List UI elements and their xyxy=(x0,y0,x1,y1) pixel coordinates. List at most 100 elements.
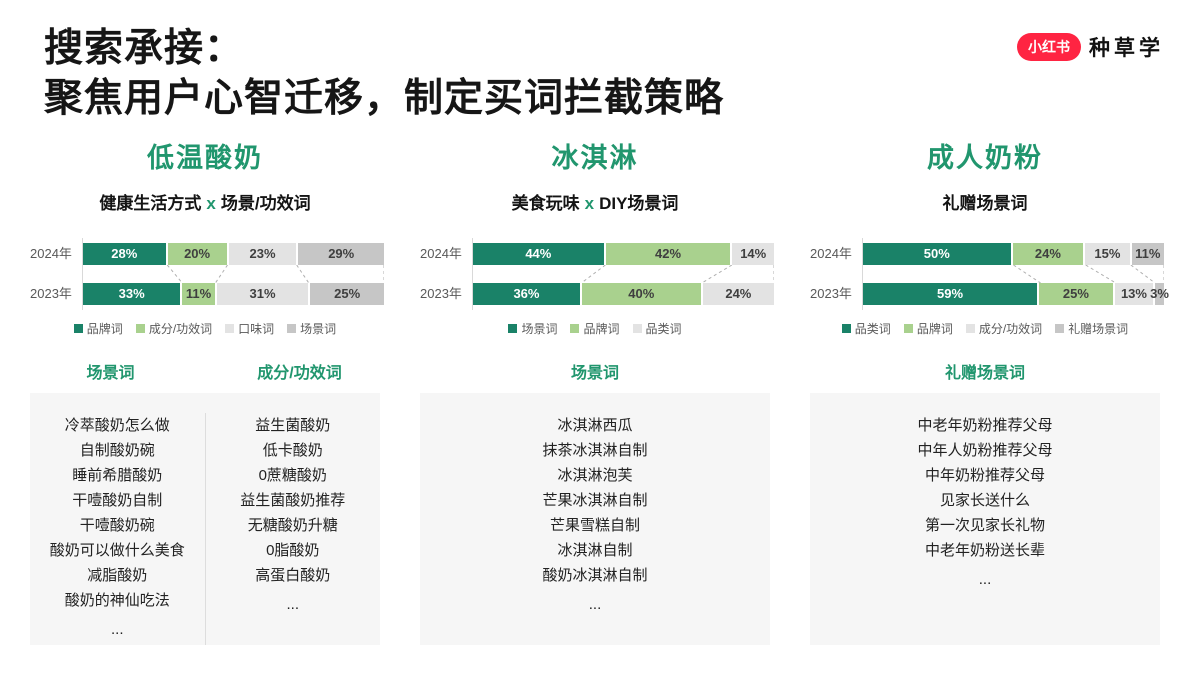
keyword-item: 冰淇淋自制 xyxy=(557,541,633,559)
legend-item: 品牌词 xyxy=(570,320,620,337)
legend-label: 品牌词 xyxy=(916,321,953,336)
keyword-ellipsis: ... xyxy=(286,595,299,613)
keyword-list-box: 冷萃酸奶怎么做 自制酸奶碗 睡前希腊酸奶 干噎酸奶自制 干噎酸奶碗 酸奶可以做什么美食 减脂… xyxy=(30,392,381,645)
keyword-item: 芒果冰淇淋自制 xyxy=(542,491,648,509)
year-label: 2023年 xyxy=(30,285,72,301)
legend-item: 礼赠场景词 xyxy=(1055,320,1128,337)
legend-label: 场景词 xyxy=(300,321,337,336)
legend-label: 品牌词 xyxy=(86,321,123,336)
keyword-item: 芒果雪糕自制 xyxy=(549,516,640,534)
keyword-item: 0脂酸奶 xyxy=(266,541,320,559)
bar-row: 59% 25% 13% 3% xyxy=(863,282,1169,305)
keyword-item: 酸奶可以做什么美食 xyxy=(49,541,185,559)
chart-legend: 品类词 品牌词 成分/功效词 礼赠场景词 xyxy=(796,320,1174,337)
chart-legend: 品牌词 成分/功效词 口味词 场景词 xyxy=(16,320,394,337)
chart-year-labels: 2024年 2023年 xyxy=(420,238,472,310)
legend-marker xyxy=(73,323,83,333)
keyword-item: 中老年奶粉送长辈 xyxy=(924,541,1045,559)
year-label: 2023年 xyxy=(810,285,852,301)
slide-title-line2: 聚焦用户心智迁移，制定买词拦截策略 xyxy=(44,76,725,120)
connector-lines xyxy=(863,264,1164,283)
legend-marker xyxy=(903,323,913,333)
keyword-item: 干噎酸奶碗 xyxy=(79,516,155,534)
legend-item: 品类词 xyxy=(632,320,682,337)
bar-segment: 36% xyxy=(473,282,580,305)
stacked-bar-chart: 2024年 2023年 44% 42% 14% 36% 40% 24% xyxy=(406,237,784,310)
legend-marker xyxy=(135,323,145,333)
bar-row: 36% 40% 24% xyxy=(473,282,774,305)
keyword-item: 冰淇淋西瓜 xyxy=(557,416,633,434)
legend-item: 口味词 xyxy=(225,320,274,337)
bar-segment: 3% xyxy=(1150,282,1169,305)
keyword-ellipsis: ... xyxy=(588,595,602,613)
slide-header: 搜索承接： 聚焦用户心智迁移，制定买词拦截策略 小红书 种草学 xyxy=(0,0,1200,124)
legend-label: 成分/功效词 xyxy=(148,321,213,336)
legend-label: 品类词 xyxy=(854,321,891,336)
keyword-item: 酸奶的神仙吃法 xyxy=(64,591,170,609)
legend-label: 口味词 xyxy=(238,321,275,336)
bar-segment: 59% xyxy=(863,282,1038,305)
legend-label: 礼赠场景词 xyxy=(1068,321,1129,336)
keyword-list: 益生菌酸奶 低卡酸奶 0蔗糖酸奶 益生菌酸奶推荐 无糖酸奶升糖 0脂酸奶 高蛋白酸奶... xyxy=(204,412,381,645)
bar-row: 33% 11% 31% 25% xyxy=(83,282,384,305)
bar-segment: 14% xyxy=(732,242,774,265)
keyword-item: 益生菌酸奶推荐 xyxy=(240,491,346,509)
stacked-bar-chart: 2024年 2023年 28% 20% 23% 29% 33% 11% 31% 25% xyxy=(16,237,394,310)
subtitle-multiplier: x xyxy=(206,193,216,213)
category-title: 冰淇淋 xyxy=(551,142,639,173)
brand-logo: 小红书 种草学 xyxy=(1017,32,1164,62)
year-label: 2023年 xyxy=(420,285,462,301)
keyword-ellipsis: ... xyxy=(978,570,992,588)
bar-segment: 24% xyxy=(702,282,774,305)
keyword-list-headers: 场景词 xyxy=(406,359,784,383)
keyword-item: 减脂酸奶 xyxy=(87,566,148,584)
keyword-item: 0蔗糖酸奶 xyxy=(258,466,327,484)
legend-item: 成分/功效词 xyxy=(965,320,1042,337)
keyword-item: 睡前希腊酸奶 xyxy=(72,466,163,484)
bar-segment: 33% xyxy=(83,282,181,305)
keyword-item: 冰淇淋泡芙 xyxy=(557,466,633,484)
bar-segment: 40% xyxy=(581,282,701,305)
chart-plot: 44% 42% 14% 36% 40% 24% xyxy=(472,237,774,310)
keyword-item: 抹茶冰淇淋自制 xyxy=(542,441,648,459)
keyword-list: 冷萃酸奶怎么做 自制酸奶碗 睡前希腊酸奶 干噎酸奶自制 干噎酸奶碗 酸奶可以做什么美食 减脂… xyxy=(30,413,205,645)
slide-title: 搜索承接： 聚焦用户心智迁移，制定买词拦截策略 xyxy=(44,24,724,124)
keyword-list-headers: 场景词 成分/功效词 xyxy=(16,359,394,383)
bar-row: 50% 24% 15% 11% xyxy=(863,242,1164,265)
column-low-temp-yogurt: 低温酸奶 健康生活方式 x 场景/功效词 2024年 2023年 28% 20% 23% 2… xyxy=(16,128,394,645)
stacked-bar-chart: 2024年 2023年 50% 24% 15% 11% 59% 25% 13% 3% xyxy=(796,237,1174,310)
bar-segment: 29% xyxy=(298,242,384,265)
subtitle-multiplier: x xyxy=(584,193,595,213)
keyword-item: 无糖酸奶升糖 xyxy=(247,516,338,534)
chart-plot: 50% 24% 15% 11% 59% 25% 13% 3% xyxy=(862,237,1169,310)
category-columns: 低温酸奶 健康生活方式 x 场景/功效词 2024年 2023年 28% 20% 23% 2… xyxy=(0,124,1200,645)
connector-lines xyxy=(473,264,774,283)
subtitle-rest: 场景/功效词 xyxy=(220,193,311,213)
keyword-item: 中老年奶粉推荐父母 xyxy=(917,416,1053,434)
category-subtitle: 健康生活方式 x 场景/功效词 xyxy=(16,189,394,214)
slide-title-line1: 搜索承接： xyxy=(44,27,245,70)
keyword-list: 中老年奶粉推荐父母 中年人奶粉推荐父母 中年奶粉推荐父母 见家长送什么 第一次见家长礼物… xyxy=(810,413,1160,645)
category-title: 成人奶粉 xyxy=(927,142,1043,173)
bar-segment: 15% xyxy=(1085,242,1130,265)
bar-row: 44% 42% 14% xyxy=(473,242,774,265)
legend-marker xyxy=(570,323,580,333)
keyword-item: 第一次见家长礼物 xyxy=(924,516,1045,534)
legend-item: 场景词 xyxy=(287,320,336,337)
keyword-list-header: 礼赠场景词 xyxy=(944,364,1025,382)
keyword-list-header: 成分/功效词 xyxy=(257,364,342,382)
column-adult-milk-powder: 成人奶粉 礼赠场景词 2024年 2023年 50% 24% 15% 11% 59% 25%… xyxy=(796,128,1174,645)
chart-legend: 场景词 品牌词 品类词 xyxy=(406,320,784,337)
year-label: 2024年 xyxy=(420,245,462,261)
column-ice-cream: 冰淇淋 美食玩味 x DIY场景词 2024年 2023年 44% 42% 14% 36% 4… xyxy=(406,128,784,645)
xiaohongshu-badge: 小红书 xyxy=(1017,33,1081,61)
keyword-item: 干噎酸奶自制 xyxy=(72,491,163,509)
keyword-item: 益生菌酸奶 xyxy=(255,416,331,434)
bar-segment: 11% xyxy=(182,282,215,305)
legend-item: 场景词 xyxy=(508,320,557,337)
legend-item: 成分/功效词 xyxy=(135,320,213,337)
legend-item: 品牌词 xyxy=(73,320,123,337)
bar-segment: 50% xyxy=(863,242,1011,265)
keyword-list-box: 冰淇淋西瓜 抹茶冰淇淋自制 冰淇淋泡芙 芒果冰淇淋自制 芒果雪糕自制 冰淇淋自制 酸奶冰淇淋… xyxy=(420,392,770,645)
